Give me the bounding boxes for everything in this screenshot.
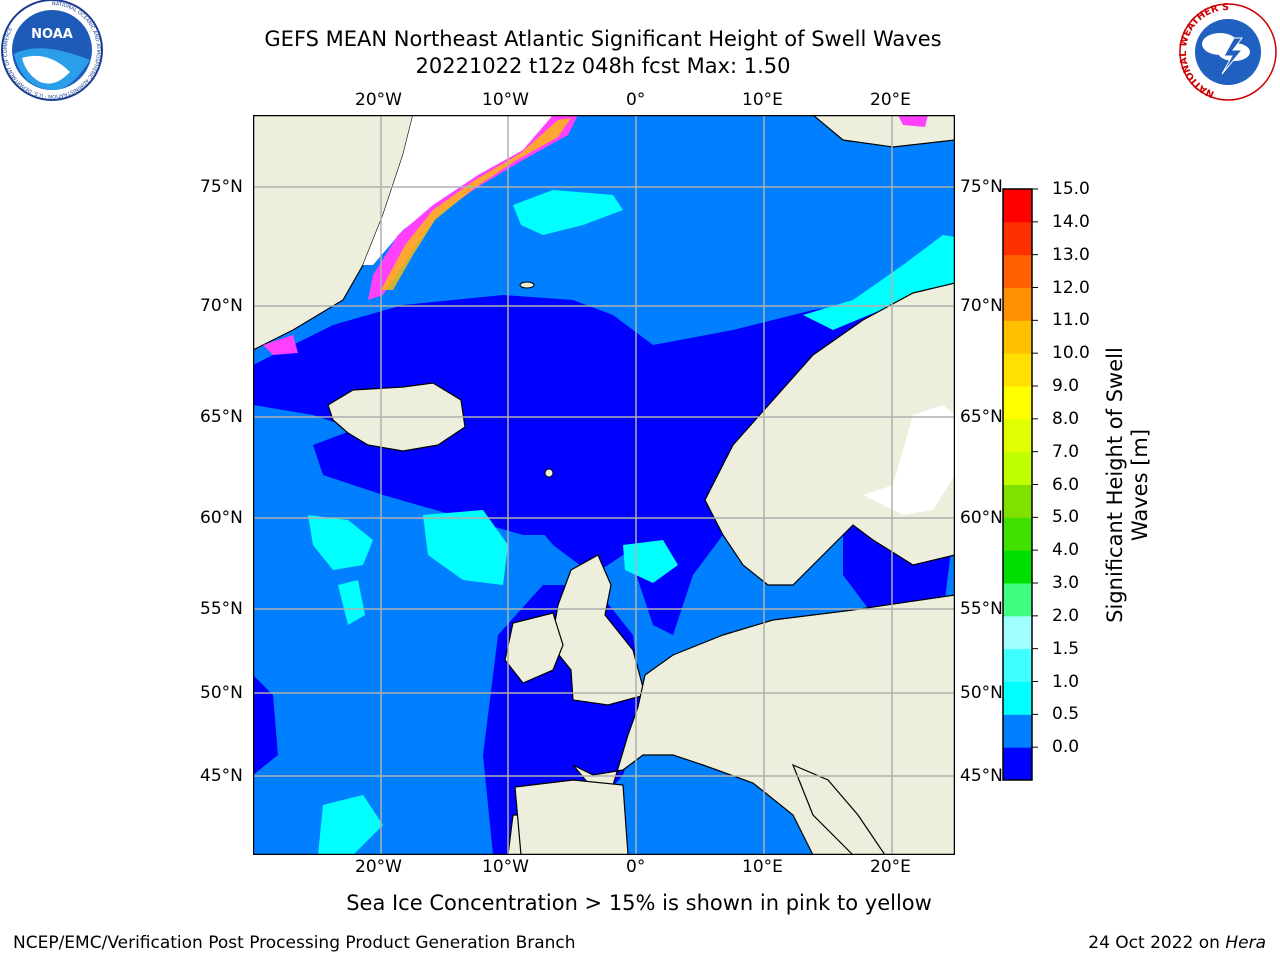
lon-tick-top-20e: 20°E [870, 90, 911, 110]
noaa-logo-text: NOAA [31, 27, 73, 42]
land-faroe-islands [544, 468, 554, 478]
colorbar-label: 9.0 [1052, 376, 1080, 396]
colorbar [1002, 188, 1038, 781]
map-title: GEFS MEAN Northeast Atlantic Significant… [264, 27, 942, 51]
colorbar-label: 8.0 [1052, 408, 1080, 429]
map-plot [253, 115, 955, 855]
land-iberia [514, 779, 629, 855]
lat-tick-left-45n: 45°N [200, 766, 243, 786]
colorbar-swatch [1003, 517, 1032, 551]
noaa-logo: NOAA NATIONAL OCEANIC AND ATMOSPHERIC AD… [1, 0, 103, 101]
colorbar-label: 0.0 [1052, 737, 1080, 758]
sea-ice-svalbard [898, 115, 928, 127]
lat-tick-right-65n: 65°N [960, 407, 1003, 427]
land-jan-mayen [519, 281, 535, 289]
colorbar-swatch [1003, 287, 1032, 321]
lat-tick-left-75n: 75°N [200, 177, 243, 197]
footer-timestamp: 24 Oct 2022 on Hera [1088, 933, 1266, 953]
colorbar-swatch [1003, 714, 1032, 748]
colorbar-label: 1.5 [1052, 638, 1080, 659]
footer-credit: NCEP/EMC/Verification Post Processing Pr… [13, 933, 576, 953]
sea-ice-yellow-fringe [381, 118, 571, 290]
colorbar-label: 12.0 [1052, 277, 1090, 298]
colorbar-label: 0.5 [1052, 704, 1080, 725]
colorbar-label: 6.0 [1052, 474, 1080, 495]
lat-tick-right-50n: 50°N [960, 683, 1003, 703]
colorbar-label: 5.0 [1052, 507, 1080, 528]
swell-zone-high-2 [308, 515, 373, 570]
colorbar-label: 1.0 [1052, 671, 1080, 692]
swell-zone-high-6 [318, 795, 383, 855]
swell-zone-low-west-edge [253, 675, 278, 775]
sea-ice-greenland-coast [263, 335, 298, 355]
land-italy [791, 763, 886, 855]
colorbar-label: 4.0 [1052, 540, 1080, 561]
nws-logo: NATIONAL WEATHER SERVICE [1178, 2, 1277, 101]
colorbar-swatch [1003, 320, 1032, 354]
swell-zone-high-3 [423, 510, 508, 585]
lat-tick-right-45n: 45°N [960, 766, 1003, 786]
colorbar-swatch [1003, 451, 1032, 485]
lon-tick-bottom-10w: 10°W [482, 857, 529, 877]
lon-tick-bottom-20e: 20°E [870, 857, 911, 877]
no-data-bothnia [863, 405, 955, 515]
lon-tick-bottom-20w: 20°W [355, 857, 402, 877]
colorbar-swatch [1003, 681, 1032, 715]
lat-tick-right-60n: 60°N [960, 508, 1003, 528]
colorbar-swatch [1003, 484, 1032, 518]
colorbar-swatch [1003, 353, 1032, 387]
colorbar-swatch [1003, 418, 1032, 453]
colorbar-label: 11.0 [1052, 310, 1090, 331]
lat-tick-left-60n: 60°N [200, 508, 243, 528]
swell-zone-high-5 [338, 580, 365, 625]
land-europe [507, 594, 955, 855]
footer-date: 24 Oct 2022 on [1088, 933, 1220, 953]
swell-zone-high-1 [513, 190, 623, 235]
colorbar-swatch [1003, 254, 1032, 288]
map-subtitle: 20221022 t12z 048h fcst Max: 1.50 [415, 54, 791, 78]
land-ireland [504, 612, 564, 684]
graticule [253, 115, 955, 855]
lat-tick-left-55n: 55°N [200, 599, 243, 619]
lat-tick-right-55n: 55°N [960, 599, 1003, 619]
colorbar-swatch [1003, 221, 1032, 256]
colorbar-title: Significant Height of Swell Waves [m] [1103, 347, 1152, 623]
colorbar-swatch [1003, 189, 1032, 223]
colorbar-label: 14.0 [1052, 211, 1090, 232]
colorbar-label: 2.0 [1052, 605, 1080, 626]
colorbar-label: 10.0 [1052, 343, 1090, 364]
map-frame [253, 115, 955, 855]
lat-tick-right-70n: 70°N [960, 296, 1003, 316]
lat-tick-left-65n: 65°N [200, 407, 243, 427]
colorbar-label: 3.0 [1052, 573, 1080, 593]
colorbar-label: 13.0 [1052, 244, 1090, 265]
colorbar-swatch [1003, 386, 1032, 420]
lon-tick-bottom-0: 0° [626, 857, 646, 877]
colorbar-label: 15.0 [1052, 179, 1090, 199]
lon-tick-bottom-10e: 10°E [742, 857, 783, 877]
colorbar-swatch [1003, 648, 1032, 682]
footer-system: Hera [1225, 933, 1266, 953]
lat-tick-left-70n: 70°N [200, 296, 243, 316]
lon-tick-top-10w: 10°W [482, 90, 529, 110]
lon-tick-top-0: 0° [626, 90, 646, 110]
lat-tick-right-75n: 75°N [960, 177, 1003, 197]
colorbar-swatch [1003, 615, 1032, 650]
lat-tick-left-50n: 50°N [200, 683, 243, 703]
colorbar-label: 7.0 [1052, 441, 1080, 462]
sea-ice-note: Sea Ice Concentration > 15% is shown in … [346, 891, 932, 915]
lon-tick-top-10e: 10°E [742, 90, 783, 110]
colorbar-swatch [1003, 747, 1032, 781]
swell-zone-low-norwegian-sea [253, 290, 955, 575]
lon-tick-top-20w: 20°W [355, 90, 402, 110]
colorbar-swatch [1003, 550, 1032, 584]
colorbar-swatch [1003, 583, 1032, 617]
